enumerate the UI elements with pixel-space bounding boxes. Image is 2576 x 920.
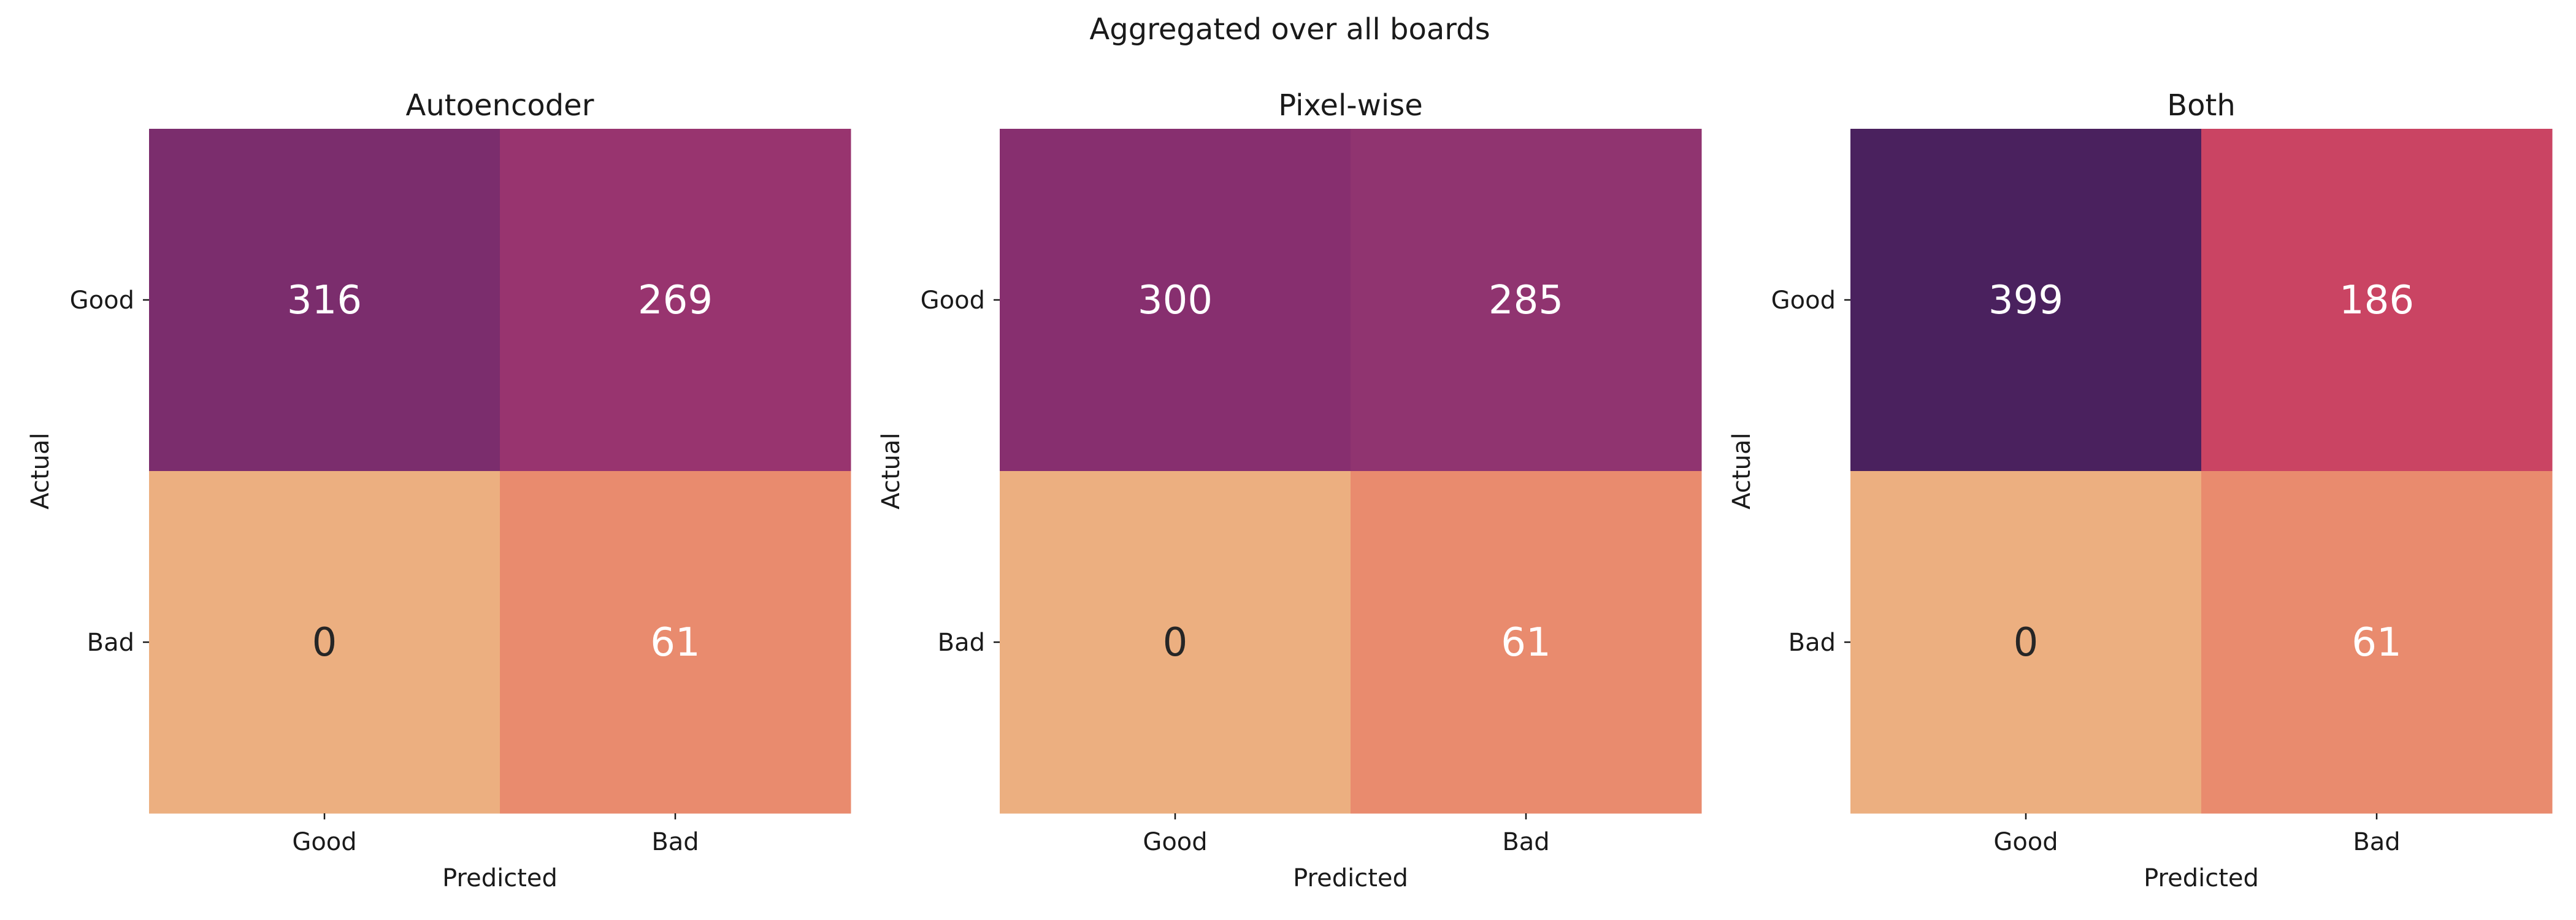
cell-value-label: 316 bbox=[287, 278, 362, 323]
heatmap-cell bbox=[149, 129, 500, 472]
y-axis-label: Actual bbox=[877, 432, 905, 509]
panel-title: Both bbox=[2167, 88, 2236, 123]
cell-value-label: 300 bbox=[1138, 278, 1213, 323]
x-tick-label: Good bbox=[1993, 828, 2058, 856]
panel-title: Pixel-wise bbox=[1278, 88, 1422, 123]
y-tick-label: Good bbox=[921, 286, 985, 315]
cell-value-label: 61 bbox=[1501, 620, 1551, 665]
x-tick-label: Good bbox=[292, 828, 356, 856]
cell-value-label: 186 bbox=[2339, 278, 2414, 323]
x-tick-label: Bad bbox=[651, 828, 699, 856]
x-tick-label: Bad bbox=[1502, 828, 1549, 856]
x-axis-label: Predicted bbox=[442, 864, 558, 892]
heatmap-cell bbox=[2201, 471, 2553, 814]
heatmap-cell bbox=[1000, 129, 1351, 472]
cell-value-label: 0 bbox=[2014, 620, 2039, 665]
cell-value-label: 61 bbox=[2352, 620, 2401, 665]
y-axis-label: Actual bbox=[26, 432, 55, 509]
heatmap-cell bbox=[149, 471, 500, 814]
heatmap-cell bbox=[500, 471, 851, 814]
cell-value-label: 0 bbox=[312, 620, 337, 665]
y-tick-label: Good bbox=[1771, 286, 1836, 315]
y-tick-label: Bad bbox=[938, 629, 985, 657]
y-tick-label: Good bbox=[70, 286, 134, 315]
cell-value-label: 0 bbox=[1163, 620, 1188, 665]
figure-title: Aggregated over all boards bbox=[1089, 12, 1490, 47]
heatmap-panel-1: Autoencoder 316 269 0 61 Good Bad Good Bad Predic… bbox=[26, 88, 851, 892]
x-axis-label: Predicted bbox=[2144, 864, 2259, 892]
heatmap-cell bbox=[500, 129, 851, 472]
heatmap-cell bbox=[1351, 129, 1702, 472]
y-tick-label: Bad bbox=[87, 629, 134, 657]
cell-value-label: 285 bbox=[1489, 278, 1563, 323]
y-axis-label: Actual bbox=[1728, 432, 1756, 509]
cell-value-label: 61 bbox=[650, 620, 700, 665]
cell-value-label: 269 bbox=[638, 278, 713, 323]
x-tick-label: Bad bbox=[2353, 828, 2400, 856]
heatmap-panel-3: Both 399 186 0 61 Good Bad Good Bad Predicted Actu… bbox=[1728, 88, 2553, 892]
x-tick-label: Good bbox=[1143, 828, 1207, 856]
heatmap-cell bbox=[1850, 471, 2202, 814]
heatmap-panel-2: Pixel-wise 300 285 0 61 Good Bad Good Bad Predict… bbox=[877, 88, 1702, 892]
heatmap-cell bbox=[1850, 129, 2202, 472]
panel-title: Autoencoder bbox=[406, 88, 594, 123]
heatmap-cell bbox=[1351, 471, 1702, 814]
heatmap-cell bbox=[1000, 471, 1351, 814]
y-tick-label: Bad bbox=[1788, 629, 1836, 657]
x-axis-label: Predicted bbox=[1293, 864, 1408, 892]
cell-value-label: 399 bbox=[1988, 278, 2063, 323]
heatmap-cell bbox=[2201, 129, 2553, 472]
